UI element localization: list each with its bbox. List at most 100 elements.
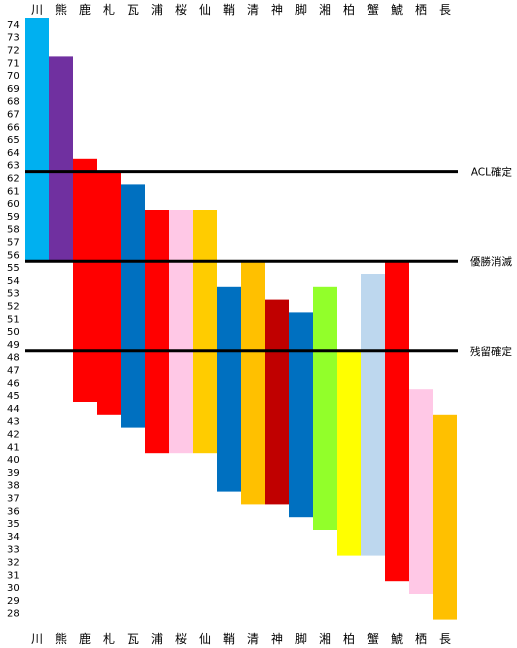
y-tick-label: 35 bbox=[7, 519, 20, 530]
x-tick-label-bottom: 柏 bbox=[343, 631, 355, 646]
x-tick-label-bottom: 神 bbox=[271, 632, 283, 646]
x-tick-label-bottom: 仙 bbox=[199, 632, 211, 646]
reference-line-label-2: 優勝消滅 bbox=[470, 255, 512, 268]
y-tick-label: 45 bbox=[7, 391, 20, 402]
x-tick-label-bottom: 浦 bbox=[151, 632, 163, 646]
x-tick-label-bottom: 鞘 bbox=[223, 632, 235, 646]
y-tick-label: 71 bbox=[7, 58, 20, 69]
x-tick-label-bottom: 脚 bbox=[295, 631, 307, 646]
y-tick-label: 32 bbox=[7, 558, 20, 569]
y-tick-label: 31 bbox=[7, 570, 20, 581]
x-tick-label-top: 浦 bbox=[151, 3, 163, 17]
bar-10 bbox=[241, 261, 265, 505]
bar-3 bbox=[73, 158, 97, 402]
y-tick-label: 62 bbox=[7, 174, 20, 185]
y-tick-label: 42 bbox=[7, 430, 20, 441]
y-tick-label: 52 bbox=[7, 302, 20, 313]
bar-18 bbox=[433, 414, 457, 620]
reference-line-label-1: ACL確定 bbox=[471, 166, 513, 179]
bar-16 bbox=[385, 261, 409, 582]
y-tick-label: 57 bbox=[7, 238, 20, 249]
x-axis-bottom-labels: 川熊鹿札瓦浦桜仙鞘清神脚湘柏蟹鯱栖長 bbox=[31, 631, 451, 646]
y-tick-label: 47 bbox=[7, 366, 20, 377]
x-axis-top-labels: 川熊鹿札瓦浦桜仙鞘清神脚湘柏蟹鯱栖長 bbox=[31, 2, 451, 17]
x-tick-label-top: 札 bbox=[103, 3, 115, 17]
x-tick-label-top: 神 bbox=[271, 3, 283, 17]
y-tick-label: 46 bbox=[7, 378, 20, 389]
y-tick-label: 37 bbox=[7, 494, 20, 505]
y-tick-label: 53 bbox=[7, 289, 20, 300]
x-tick-label-bottom: 清 bbox=[247, 632, 259, 646]
bar-5 bbox=[121, 184, 145, 428]
y-tick-label: 59 bbox=[7, 212, 20, 223]
bar-11 bbox=[265, 299, 289, 505]
y-tick-label: 44 bbox=[7, 404, 20, 415]
x-tick-label-top: 瓦 bbox=[127, 3, 139, 17]
x-tick-label-top: 栖 bbox=[415, 2, 427, 17]
bar-15 bbox=[361, 274, 385, 556]
y-tick-label: 43 bbox=[7, 417, 20, 428]
x-tick-label-bottom: 長 bbox=[439, 632, 451, 646]
y-tick-label: 48 bbox=[7, 353, 20, 364]
x-tick-label-top: 桜 bbox=[175, 3, 187, 17]
y-tick-label: 73 bbox=[7, 33, 20, 44]
y-tick-label: 39 bbox=[7, 468, 20, 479]
x-tick-label-bottom: 熊 bbox=[55, 631, 67, 646]
y-tick-label: 49 bbox=[7, 340, 20, 351]
y-tick-label: 51 bbox=[7, 314, 20, 325]
bar-14 bbox=[337, 350, 361, 556]
x-tick-label-top: 鞘 bbox=[223, 3, 235, 17]
y-tick-label: 34 bbox=[7, 532, 20, 543]
x-tick-label-bottom: 鹿 bbox=[79, 631, 91, 646]
bar-1 bbox=[25, 18, 49, 262]
x-tick-label-bottom: 瓦 bbox=[127, 632, 139, 646]
bar-12 bbox=[289, 312, 313, 518]
y-tick-label: 55 bbox=[7, 263, 20, 274]
y-tick-label: 33 bbox=[7, 545, 20, 556]
y-tick-label: 68 bbox=[7, 97, 20, 108]
y-tick-label: 54 bbox=[7, 276, 20, 287]
bar-8 bbox=[193, 210, 217, 454]
y-tick-label: 63 bbox=[7, 161, 20, 172]
y-tick-label: 60 bbox=[7, 199, 20, 210]
x-tick-label-top: 長 bbox=[439, 3, 451, 17]
y-tick-label: 28 bbox=[7, 609, 20, 620]
x-tick-label-top: 鯱 bbox=[391, 3, 403, 17]
x-tick-label-bottom: 鯱 bbox=[391, 632, 403, 646]
bar-2 bbox=[49, 56, 73, 262]
y-tick-label: 56 bbox=[7, 250, 20, 261]
reference-lines-group bbox=[25, 170, 458, 353]
y-tick-label: 58 bbox=[7, 225, 20, 236]
x-tick-label-bottom: 川 bbox=[31, 632, 43, 646]
x-tick-label-top: 仙 bbox=[199, 3, 211, 17]
x-tick-label-bottom: 湘 bbox=[319, 631, 331, 646]
x-tick-label-top: 川 bbox=[31, 3, 43, 17]
x-tick-label-bottom: 蟹 bbox=[367, 631, 379, 646]
bar-7 bbox=[169, 210, 193, 454]
y-tick-label: 69 bbox=[7, 84, 20, 95]
x-tick-label-top: 湘 bbox=[319, 2, 331, 17]
y-tick-label: 61 bbox=[7, 186, 20, 197]
y-tick-label: 36 bbox=[7, 506, 20, 517]
bar-9 bbox=[217, 286, 241, 492]
y-tick-label: 40 bbox=[7, 455, 20, 466]
bar-17 bbox=[409, 389, 433, 594]
y-tick-label: 65 bbox=[7, 135, 20, 146]
x-tick-label-top: 脚 bbox=[295, 2, 307, 17]
y-tick-label: 74 bbox=[7, 20, 20, 31]
y-tick-label: 41 bbox=[7, 442, 20, 453]
bar-4 bbox=[97, 171, 121, 415]
x-tick-label-bottom: 札 bbox=[103, 632, 115, 646]
reference-line-label-3: 残留確定 bbox=[470, 345, 512, 358]
y-tick-label: 50 bbox=[7, 327, 20, 338]
x-tick-label-top: 清 bbox=[247, 3, 259, 17]
y-tick-label: 30 bbox=[7, 583, 20, 594]
bars-group bbox=[25, 18, 457, 620]
y-tick-label: 66 bbox=[7, 122, 20, 133]
x-tick-label-bottom: 桜 bbox=[175, 632, 187, 646]
x-tick-label-bottom: 栖 bbox=[415, 631, 427, 646]
bar-6 bbox=[145, 210, 169, 454]
